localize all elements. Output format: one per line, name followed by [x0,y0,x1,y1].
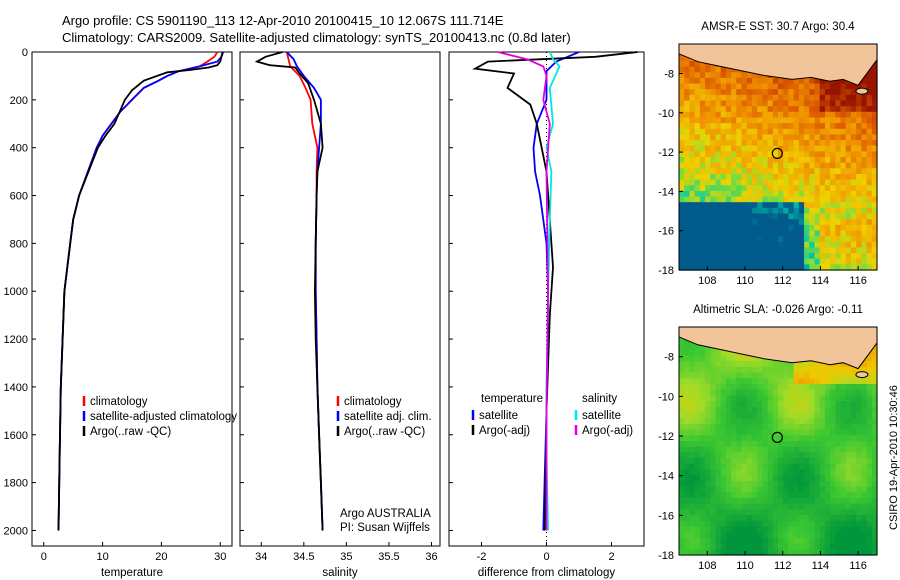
x-tick-label: 110 [736,275,754,287]
y-tick-label: 800 [10,238,28,250]
x-tick-label: 116 [849,560,867,572]
island [855,371,869,379]
y-tick-label: -10 [658,108,674,120]
x-axis-label: difference from climatology [478,567,615,579]
y-tick-label: -14 [658,471,674,483]
plot-frame [239,51,441,547]
legend-label: Argo(..raw -QC) [90,426,171,438]
y-tick-label: -12 [658,431,674,443]
legend-label: Argo(..raw -QC) [344,426,425,438]
annotation-text: PI: Susan Wijffels [340,522,430,534]
x-tick-label: 114 [812,275,830,287]
legend-label: climatology [344,396,402,408]
x-tick-label: 2 [608,551,614,563]
series-line [497,51,551,531]
x-tick-label: 0 [543,551,549,563]
series-line [57,51,225,531]
y-tick-label: -8 [664,68,674,80]
y-tick-label: -8 [664,352,674,364]
series-line [472,51,638,531]
x-axis-label: temperature [101,567,163,579]
x-tick-label: 10 [96,551,108,563]
map-frame [678,43,878,271]
x-tick-label: 112 [774,275,792,287]
legend-heading: salinity [582,393,617,405]
series-line [286,51,324,531]
x-tick-label: 34.5 [293,551,314,563]
y-tick-label: -10 [658,391,674,403]
y-tick-label: -12 [658,147,674,159]
x-tick-label: 114 [812,560,830,572]
y-tick-label: -14 [658,186,674,198]
profile-panel-1: 0 10 20 30 0 200 400 600 800 1000 1200 1400 1600 1800… [4,47,238,579]
x-tick-label: 35.5 [378,551,399,563]
y-tick-label: 600 [10,191,28,203]
legend-label: Argo(-adj) [479,425,530,437]
island [855,87,869,95]
legend-label: satellite-adjusted climatology [90,411,237,423]
y-tick-label: 1200 [4,334,28,346]
y-tick-label: -16 [658,510,674,522]
annotation-text: Argo AUSTRALIA [340,508,431,520]
series-line [57,51,219,531]
x-tick-label: 110 [736,560,754,572]
x-tick-label: 34 [255,551,267,563]
y-tick-label: 400 [10,143,28,155]
y-tick-label: 1800 [4,478,28,490]
series-line [532,51,580,531]
series-line [57,51,224,531]
figure-title-line-2: Climatology: CARS2009. Satellite-adjuste… [62,30,571,45]
timestamp-stamp: CSIRO 19-Apr-2010 10:30:46 [888,385,900,530]
x-tick-label: 108 [698,275,716,287]
series-line [254,51,324,531]
y-tick-label: -18 [658,550,674,562]
x-tick-label: 116 [849,275,867,287]
legend-label: climatology [90,396,148,408]
x-tick-label: 20 [155,551,167,563]
y-tick-label: 0 [22,47,28,59]
x-tick-label: 36 [425,551,437,563]
y-tick-label: -16 [658,226,674,238]
map-title: Altimetric SLA: -0.026 Argo: -0.11 [693,304,863,316]
map-title: AMSR-E SST: 30.7 Argo: 30.4 [701,21,855,33]
series-line [285,51,324,531]
legend-label: Argo(-adj) [582,425,633,437]
y-tick-label: 2000 [4,525,28,537]
figure-title-line-1: Argo profile: CS 5901190_113 12-Apr-2010… [62,13,504,28]
y-tick-label: 1400 [4,382,28,394]
land-mass [678,326,878,370]
y-tick-label: -18 [658,265,674,277]
x-axis-label: salinity [322,567,357,579]
y-tick-label: 1000 [4,286,28,298]
argo-position-marker [771,147,783,160]
x-tick-label: 35 [340,551,352,563]
legend-label: satellite adj. clim. [344,411,432,423]
profile-panel-3: -2 0 2 difference from climatology temperatu… [448,51,645,579]
plot-frame [31,51,233,547]
sst-map-panel: 108 110 112 114 116 -8 -10 -12 -14 -16 -18 AMSR-E S… [658,21,878,287]
map-frame [678,326,878,556]
x-tick-label: 108 [698,560,716,572]
sla-map-panel: 108 110 112 114 116 -8 -10 -12 -14 -16 -18 Altimetr… [658,304,878,572]
x-tick-label: 30 [214,551,226,563]
argo-position-marker [771,431,783,443]
y-tick-label: 200 [10,95,28,107]
legend-label: satellite [479,410,518,422]
land-mass [678,43,878,86]
x-tick-label: 0 [41,551,47,563]
profile-panel-2: 34 34.5 35 35.5 36 salinity climatology satelli… [239,51,441,579]
x-tick-label: 112 [774,560,792,572]
x-tick-label: -2 [477,551,487,563]
legend-label: satellite [582,410,621,422]
legend-heading: temperature [481,393,543,405]
y-tick-label: 1600 [4,430,28,442]
